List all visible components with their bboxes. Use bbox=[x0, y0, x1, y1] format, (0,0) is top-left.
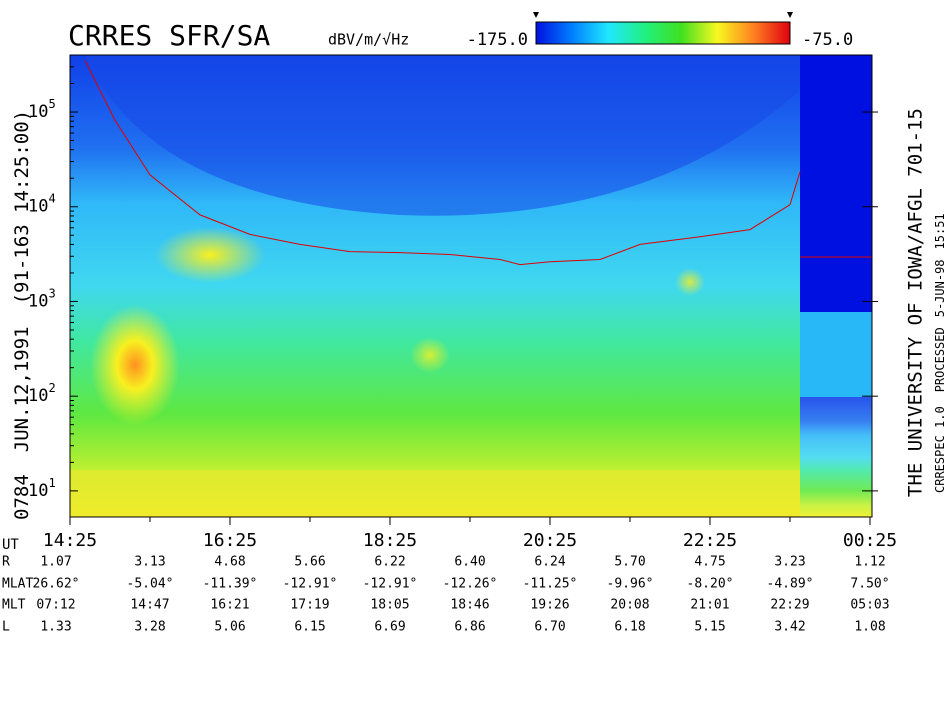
left-label-part: 0784 bbox=[11, 474, 33, 520]
y-tick-exponent: 4 bbox=[48, 191, 55, 205]
ephemeris-row-label: MLAT bbox=[2, 577, 33, 592]
ephemeris-value: 6.86 bbox=[454, 620, 485, 635]
y-tick-base: 10 bbox=[28, 197, 48, 217]
right-sublabel: CRRESPEC 1.0 PROCESSED 5-JUN-98 15:51 bbox=[933, 213, 945, 493]
ephemeris-value: 18:46 bbox=[450, 598, 489, 613]
ephemeris-value: 5.66 bbox=[294, 555, 325, 570]
ephemeris-value: 21:01 bbox=[690, 598, 729, 613]
right-label-part: 5-JUN-98 bbox=[933, 259, 945, 317]
ephemeris-value: 6.18 bbox=[614, 620, 645, 635]
ephemeris-value: 19:26 bbox=[530, 598, 569, 613]
ephemeris-value: 6.69 bbox=[374, 620, 405, 635]
ephemeris-value: 6.24 bbox=[534, 555, 565, 570]
ut-label: UT bbox=[2, 537, 19, 553]
ephemeris-value: 6.70 bbox=[534, 620, 565, 635]
frequency-line bbox=[84, 60, 801, 266]
unit-label: dBV/m/√Hz bbox=[328, 31, 409, 49]
ephemeris-value: 14:47 bbox=[130, 598, 169, 613]
x-tick-label: 14:25 bbox=[43, 530, 97, 551]
ephemeris-value: 5.06 bbox=[214, 620, 245, 635]
ephemeris-row-label: R bbox=[2, 555, 10, 570]
ephemeris-value: 6.15 bbox=[294, 620, 325, 635]
x-tick-label: 16:25 bbox=[203, 530, 257, 551]
ephemeris-value: -5.04° bbox=[127, 577, 174, 592]
ephemeris-value: -11.39° bbox=[203, 577, 258, 592]
left-label: 0784 JUN.12,1991 (91-163 14:25:00) bbox=[11, 110, 33, 520]
y-tick-base: 10 bbox=[28, 386, 48, 406]
ephemeris-value: 1.33 bbox=[40, 620, 71, 635]
y-tick-exponent: 2 bbox=[48, 381, 55, 395]
ephemeris-value: 4.68 bbox=[214, 555, 245, 570]
y-tick-base: 10 bbox=[28, 291, 48, 311]
colorbar-min: -175.0 bbox=[467, 30, 528, 50]
left-label-part: (91-163 14:25:00) bbox=[11, 110, 33, 304]
colorbar-max: -75.0 bbox=[802, 30, 853, 50]
y-tick-exponent: 3 bbox=[48, 286, 55, 300]
spectrogram-image bbox=[70, 55, 872, 517]
ephemeris-value: -12.91° bbox=[363, 577, 418, 592]
ephemeris-value: 3.23 bbox=[774, 555, 805, 570]
ephemeris-value: 3.42 bbox=[774, 620, 805, 635]
right-label-part: 15:51 bbox=[933, 213, 945, 249]
ephemeris-value: 16:21 bbox=[210, 598, 249, 613]
y-tick-base: 10 bbox=[28, 481, 48, 501]
ephemeris-value: 5.70 bbox=[614, 555, 645, 570]
colorbar bbox=[535, 21, 791, 45]
ephemeris-value: -8.20° bbox=[687, 577, 734, 592]
ephemeris-value: 26.62° bbox=[33, 577, 80, 592]
ephemeris-value: 1.07 bbox=[40, 555, 71, 570]
ephemeris-value: 6.22 bbox=[374, 555, 405, 570]
y-tick-label: 101 bbox=[28, 475, 56, 501]
ephemeris-value: 17:19 bbox=[290, 598, 329, 613]
ephemeris-value: -4.89° bbox=[767, 577, 814, 592]
y-tick-exponent: 1 bbox=[48, 475, 55, 489]
plot-frame bbox=[69, 54, 873, 518]
ephemeris-value: -11.25° bbox=[523, 577, 578, 592]
colorbar-marker bbox=[787, 12, 793, 18]
x-tick-label: 18:25 bbox=[363, 530, 417, 551]
ephemeris-value: 5.15 bbox=[694, 620, 725, 635]
right-label-part: PROCESSED bbox=[933, 327, 945, 392]
ephemeris-value: 20:08 bbox=[610, 598, 649, 613]
ephemeris-value: 3.13 bbox=[134, 555, 165, 570]
y-tick-label: 103 bbox=[28, 286, 56, 312]
chart-title: CRRES SFR/SA bbox=[68, 19, 270, 52]
ephemeris-value: 18:05 bbox=[370, 598, 409, 613]
ephemeris-value: 7.50° bbox=[850, 577, 889, 592]
y-tick-exponent: 5 bbox=[48, 97, 55, 111]
y-tick-label: 102 bbox=[28, 381, 56, 407]
ephemeris-value: -12.26° bbox=[443, 577, 498, 592]
right-label-part: CRRESPEC 1.0 bbox=[933, 406, 945, 493]
ephemeris-value: -9.96° bbox=[607, 577, 654, 592]
y-tick-base: 10 bbox=[28, 102, 48, 122]
ephemeris-value: 6.40 bbox=[454, 555, 485, 570]
x-tick-label: 22:25 bbox=[683, 530, 737, 551]
ephemeris-value: 05:03 bbox=[850, 598, 889, 613]
ephemeris-value: 4.75 bbox=[694, 555, 725, 570]
x-tick-label: 20:25 bbox=[523, 530, 577, 551]
left-label-part: JUN.12,1991 bbox=[11, 326, 33, 452]
y-tick-label: 104 bbox=[28, 191, 56, 217]
y-tick-label: 105 bbox=[28, 97, 56, 123]
ephemeris-value: 1.12 bbox=[854, 555, 885, 570]
ephemeris-value: 22:29 bbox=[770, 598, 809, 613]
ephemeris-value: 1.08 bbox=[854, 620, 885, 635]
ephemeris-row-label: L bbox=[2, 620, 10, 635]
x-tick-label: 00:25 bbox=[843, 530, 897, 551]
ephemeris-row-label: MLT bbox=[2, 598, 26, 613]
ephemeris-value: 07:12 bbox=[36, 598, 75, 613]
colorbar-marker bbox=[533, 12, 539, 18]
right-label: THE UNIVERSITY OF IOWA/AFGL 701-15 bbox=[905, 108, 927, 497]
ephemeris-value: 3.28 bbox=[134, 620, 165, 635]
ephemeris-value: -12.91° bbox=[283, 577, 338, 592]
